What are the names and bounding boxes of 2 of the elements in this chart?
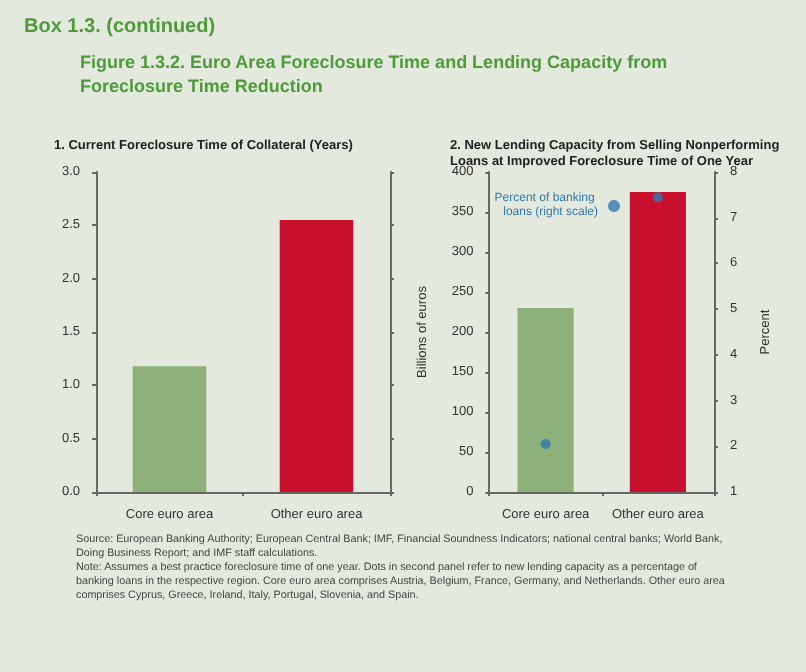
text: Box 1.3. (continued) xyxy=(24,16,216,38)
text: Figure 1.3.2. Euro Area Foreclosure Time and Lending Capacity from Foreclosure Time Reduction xyxy=(80,50,670,98)
